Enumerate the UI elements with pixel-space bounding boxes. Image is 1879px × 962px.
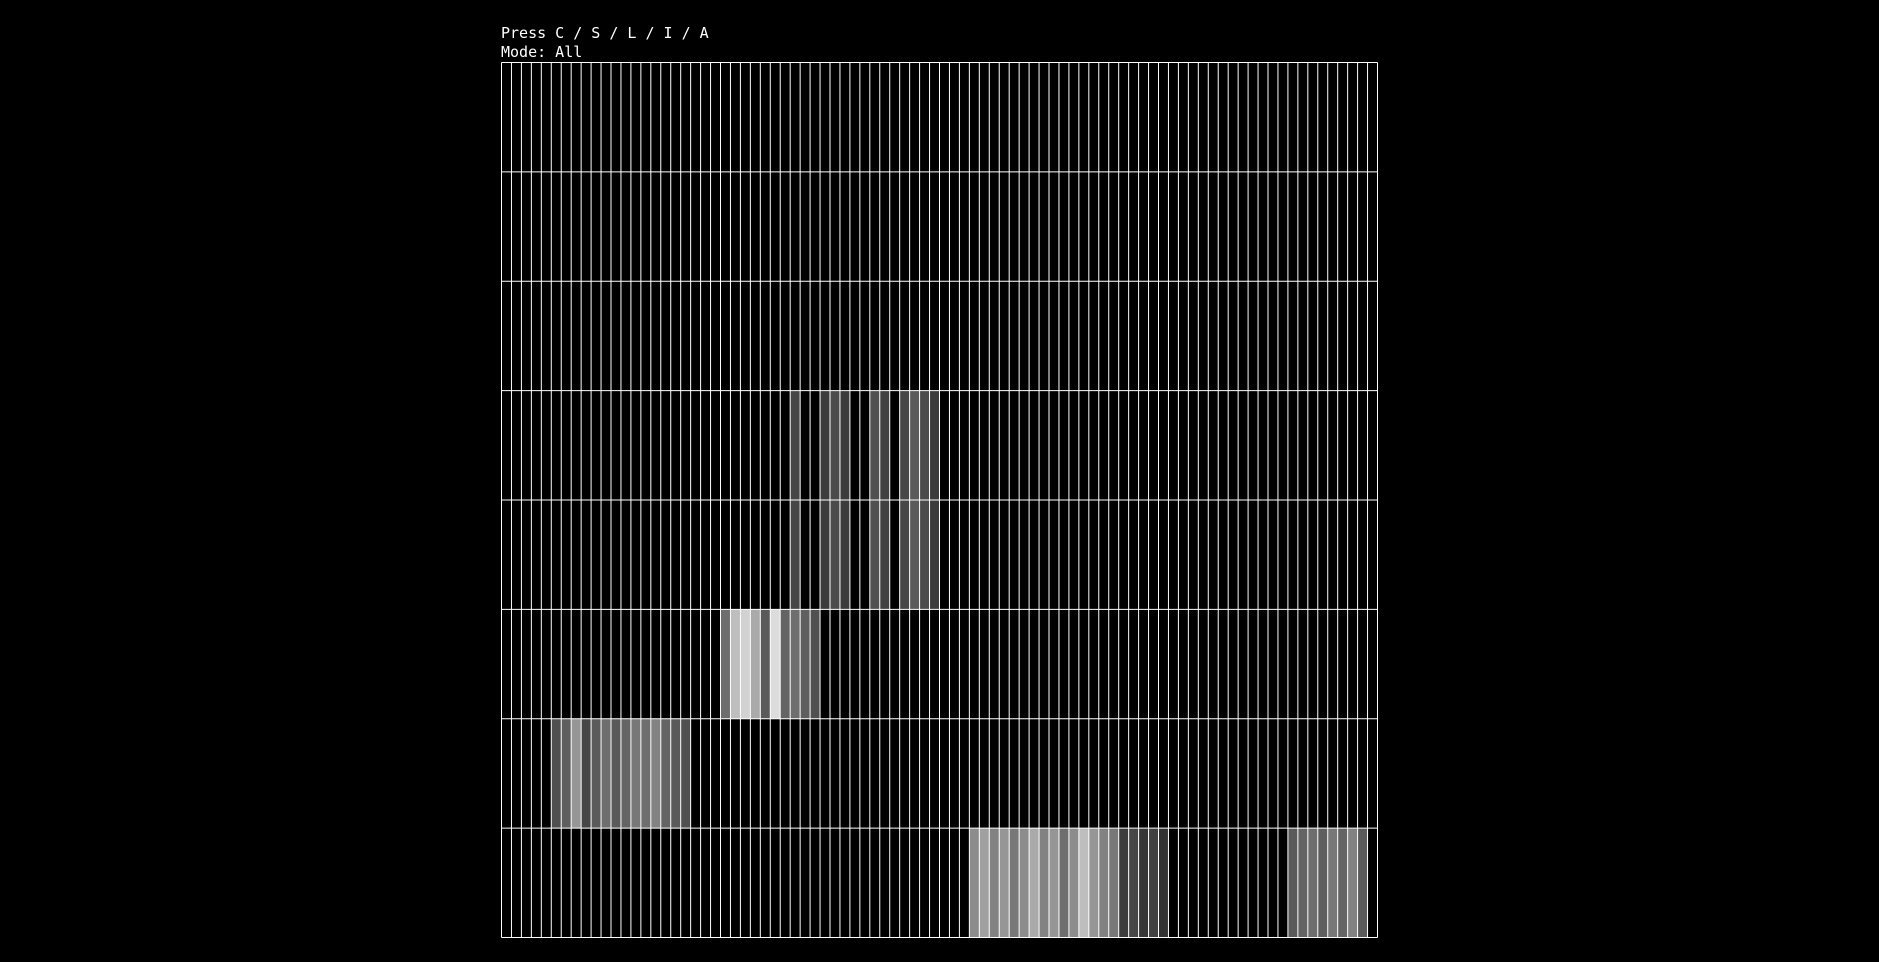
cell [1098, 828, 1109, 938]
cell [1039, 828, 1049, 938]
cell [869, 390, 880, 500]
cell [650, 718, 661, 829]
cell [1019, 828, 1030, 938]
cell [919, 500, 930, 610]
cell [1158, 828, 1169, 938]
cell [611, 718, 621, 829]
cell [670, 718, 681, 829]
cell [899, 390, 910, 500]
cell [879, 500, 890, 610]
cell [1058, 828, 1069, 938]
cell [1029, 828, 1040, 938]
cell [1297, 828, 1308, 938]
cell [929, 500, 940, 610]
cell [830, 390, 840, 500]
cell [591, 718, 602, 829]
cell [989, 828, 1000, 938]
cell [1118, 828, 1129, 938]
cell [640, 718, 651, 829]
cell [839, 390, 850, 500]
cell [929, 390, 940, 500]
cell [581, 718, 592, 829]
cell [800, 609, 811, 719]
cell [1068, 828, 1079, 938]
cell [1078, 828, 1089, 938]
cell [969, 828, 980, 938]
cell [909, 500, 920, 610]
cell [909, 390, 920, 500]
cell [660, 718, 671, 829]
cell [720, 609, 731, 719]
cell [770, 609, 781, 719]
cell [1009, 828, 1020, 938]
cell [790, 500, 801, 610]
cell [879, 390, 890, 500]
cell [790, 390, 801, 500]
cell [999, 828, 1010, 938]
cell [820, 500, 830, 610]
cell [760, 609, 771, 719]
cell [1148, 828, 1159, 938]
cell [790, 609, 801, 719]
cell [730, 609, 741, 719]
cell [1138, 828, 1149, 938]
mode-text: Mode: All [501, 43, 583, 61]
cell [979, 828, 990, 938]
cell [1307, 828, 1318, 938]
cell [1327, 828, 1338, 938]
cell [899, 500, 910, 610]
cell [1287, 828, 1298, 938]
cell [1357, 828, 1368, 938]
cell [820, 390, 830, 500]
cell [919, 390, 930, 500]
cell [680, 718, 691, 829]
cell [810, 609, 821, 719]
cell [551, 718, 562, 829]
cell [830, 500, 840, 610]
cell [1317, 828, 1328, 938]
cell [1049, 828, 1059, 938]
cell [1108, 828, 1119, 938]
hint-text: Press C / S / L / I / A [501, 24, 709, 42]
cell [571, 718, 582, 829]
cell [869, 500, 880, 610]
cell [780, 609, 791, 719]
cell [561, 718, 572, 829]
cell [620, 718, 631, 829]
cell [740, 609, 751, 719]
cell [839, 500, 850, 610]
cell [1337, 828, 1348, 938]
cell [1128, 828, 1139, 938]
cell [1088, 828, 1099, 938]
cell [601, 718, 611, 829]
cell [1347, 828, 1358, 938]
cell [750, 609, 761, 719]
cell [630, 718, 641, 829]
